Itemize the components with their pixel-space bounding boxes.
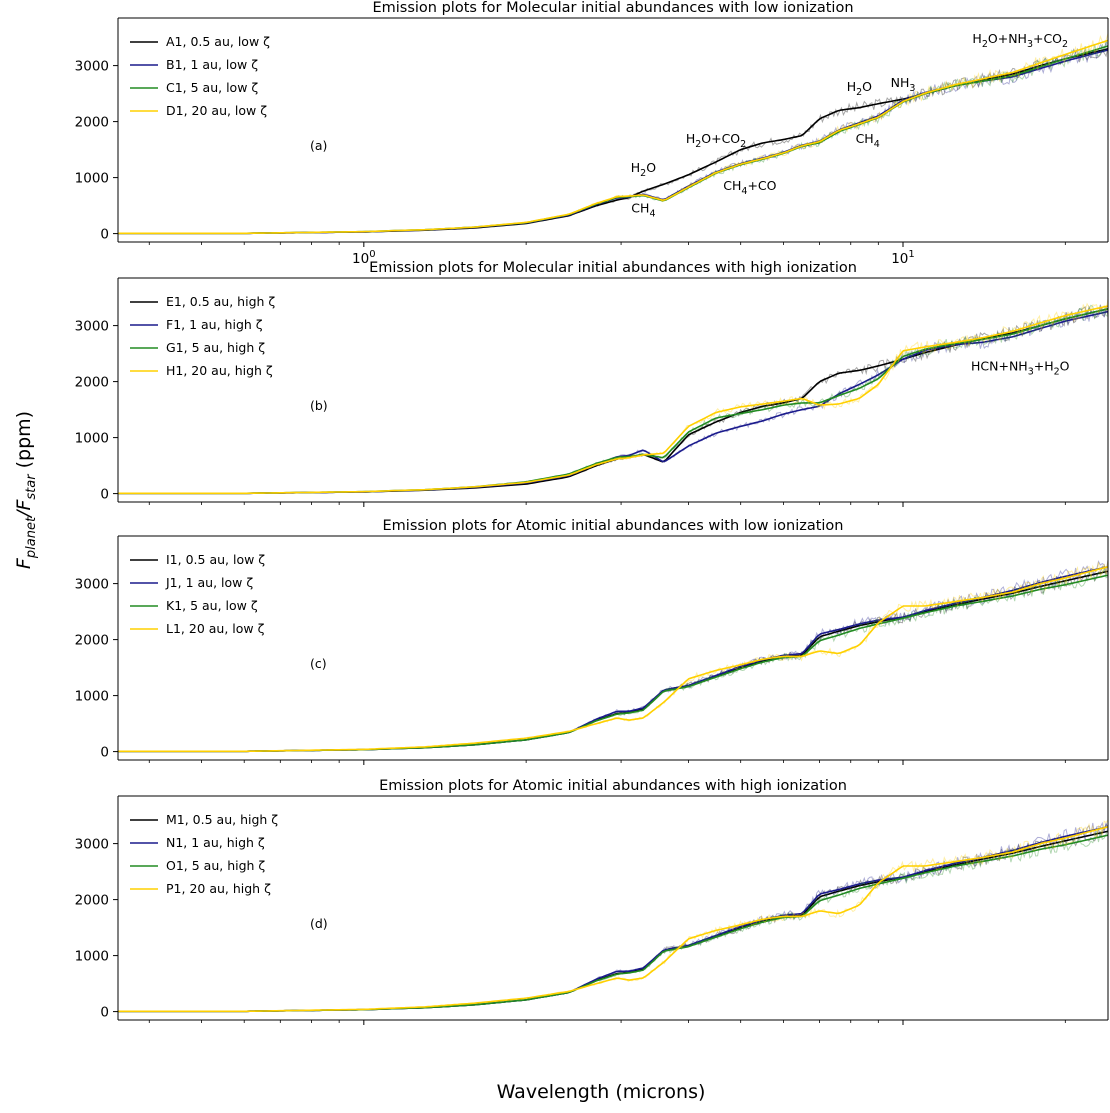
legend-entry: M1, 0.5 au, high ζ bbox=[166, 812, 278, 827]
spectral-feature-label: HCN+NH3+H2O bbox=[971, 358, 1070, 377]
series-line bbox=[118, 308, 1108, 495]
chart-panel-4: Emission plots for Atomic initial abunda… bbox=[75, 778, 1109, 1025]
series-line bbox=[118, 48, 1108, 235]
spectral-feature-label: CH4+CO bbox=[723, 178, 776, 197]
legend-entry: J1, 1 au, low ζ bbox=[165, 575, 253, 590]
series-group bbox=[118, 559, 1108, 753]
series-line bbox=[118, 826, 1108, 1013]
x-tick-label: 101 bbox=[891, 249, 915, 267]
y-tick-label: 0 bbox=[100, 227, 109, 243]
series-group bbox=[118, 33, 1108, 235]
legend-entry: I1, 0.5 au, low ζ bbox=[166, 552, 265, 567]
panel-label: (b) bbox=[310, 398, 328, 413]
series-noise-line bbox=[118, 304, 1108, 494]
legend-entry: A1, 0.5 au, low ζ bbox=[166, 34, 270, 49]
series-line bbox=[118, 830, 1108, 1013]
y-tick-label: 1000 bbox=[75, 949, 109, 965]
y-tick-label: 3000 bbox=[75, 837, 109, 853]
y-tick-label: 2000 bbox=[75, 633, 109, 649]
y-axis-label: Fplanet/Fstar (ppm) bbox=[13, 411, 39, 569]
series-line bbox=[118, 39, 1108, 235]
series-noise-line bbox=[118, 559, 1108, 752]
legend-entry: H1, 20 au, high ζ bbox=[166, 363, 273, 378]
series-noise-line bbox=[118, 830, 1108, 1012]
legend-entry: C1, 5 au, low ζ bbox=[166, 80, 258, 95]
series-noise-line bbox=[118, 41, 1108, 234]
legend-entry: E1, 0.5 au, high ζ bbox=[166, 294, 275, 309]
chart-panel-3: Emission plots for Atomic initial abunda… bbox=[75, 518, 1109, 765]
series-line bbox=[118, 45, 1108, 235]
y-tick-label: 1000 bbox=[75, 171, 109, 187]
panel-title: Emission plots for Atomic initial abunda… bbox=[379, 778, 847, 794]
series-noise-line bbox=[118, 39, 1108, 234]
panel-label: (c) bbox=[310, 656, 327, 671]
legend-entry: O1, 5 au, high ζ bbox=[166, 858, 265, 873]
y-tick-label: 0 bbox=[100, 487, 109, 503]
spectral-feature-label: CH4 bbox=[631, 200, 655, 219]
series-noise-line bbox=[118, 304, 1108, 494]
y-tick-label: 0 bbox=[100, 745, 109, 761]
series-line bbox=[118, 566, 1108, 753]
series-line bbox=[118, 308, 1108, 495]
y-tick-label: 3000 bbox=[75, 59, 109, 75]
y-tick-label: 3000 bbox=[75, 319, 109, 335]
series-noise-line bbox=[118, 565, 1108, 752]
legend-entry: F1, 1 au, high ζ bbox=[166, 317, 263, 332]
series-noise-line bbox=[118, 559, 1108, 752]
y-tick-label: 2000 bbox=[75, 115, 109, 131]
legend-entry: G1, 5 au, high ζ bbox=[166, 340, 265, 355]
legend-entry: N1, 1 au, high ζ bbox=[166, 835, 265, 850]
x-tick-label: 100 bbox=[352, 249, 376, 267]
series-noise-line bbox=[118, 46, 1108, 234]
spectral-feature-label: H2O bbox=[631, 160, 656, 179]
spectral-feature-label: NH3 bbox=[891, 75, 916, 94]
spectral-feature-label: H2O+CO2 bbox=[686, 131, 746, 150]
legend-entry: B1, 1 au, low ζ bbox=[166, 57, 258, 72]
legend-entry: K1, 5 au, low ζ bbox=[166, 598, 258, 613]
y-tick-label: 0 bbox=[100, 1005, 109, 1021]
series-group bbox=[118, 819, 1108, 1013]
series-line bbox=[118, 566, 1108, 753]
y-tick-label: 3000 bbox=[75, 577, 109, 593]
legend-entry: L1, 20 au, low ζ bbox=[166, 621, 265, 636]
series-noise-line bbox=[118, 33, 1108, 234]
series-noise-line bbox=[118, 819, 1108, 1012]
x-axis-label: Wavelength (microns) bbox=[497, 1081, 706, 1103]
spectral-feature-label: H2O bbox=[847, 79, 872, 98]
y-tick-label: 2000 bbox=[75, 375, 109, 391]
spectral-feature-label: CH4 bbox=[856, 131, 880, 150]
panel-title: Emission plots for Atomic initial abunda… bbox=[383, 518, 844, 534]
series-noise-line bbox=[118, 823, 1108, 1012]
y-tick-label: 2000 bbox=[75, 893, 109, 909]
chart-panel-1: Emission plots for Molecular initial abu… bbox=[75, 0, 1109, 267]
panel-label: (d) bbox=[310, 916, 328, 931]
series-line bbox=[118, 826, 1108, 1013]
y-tick-label: 1000 bbox=[75, 431, 109, 447]
spectral-feature-label: H2O+NH3+CO2 bbox=[972, 31, 1068, 50]
series-line bbox=[118, 305, 1108, 495]
panel-title: Emission plots for Molecular initial abu… bbox=[369, 260, 857, 276]
legend-entry: P1, 20 au, high ζ bbox=[166, 881, 271, 896]
series-line bbox=[118, 49, 1108, 235]
series-noise-line bbox=[118, 821, 1108, 1012]
legend-entry: D1, 20 au, low ζ bbox=[166, 103, 267, 118]
series-noise-line bbox=[118, 299, 1108, 494]
series-noise-line bbox=[118, 307, 1108, 494]
y-tick-label: 1000 bbox=[75, 689, 109, 705]
series-group bbox=[118, 299, 1108, 495]
panel-title: Emission plots for Molecular initial abu… bbox=[372, 0, 853, 16]
chart-panel-2: Emission plots for Molecular initial abu… bbox=[75, 260, 1109, 507]
panel-label: (a) bbox=[310, 138, 327, 153]
